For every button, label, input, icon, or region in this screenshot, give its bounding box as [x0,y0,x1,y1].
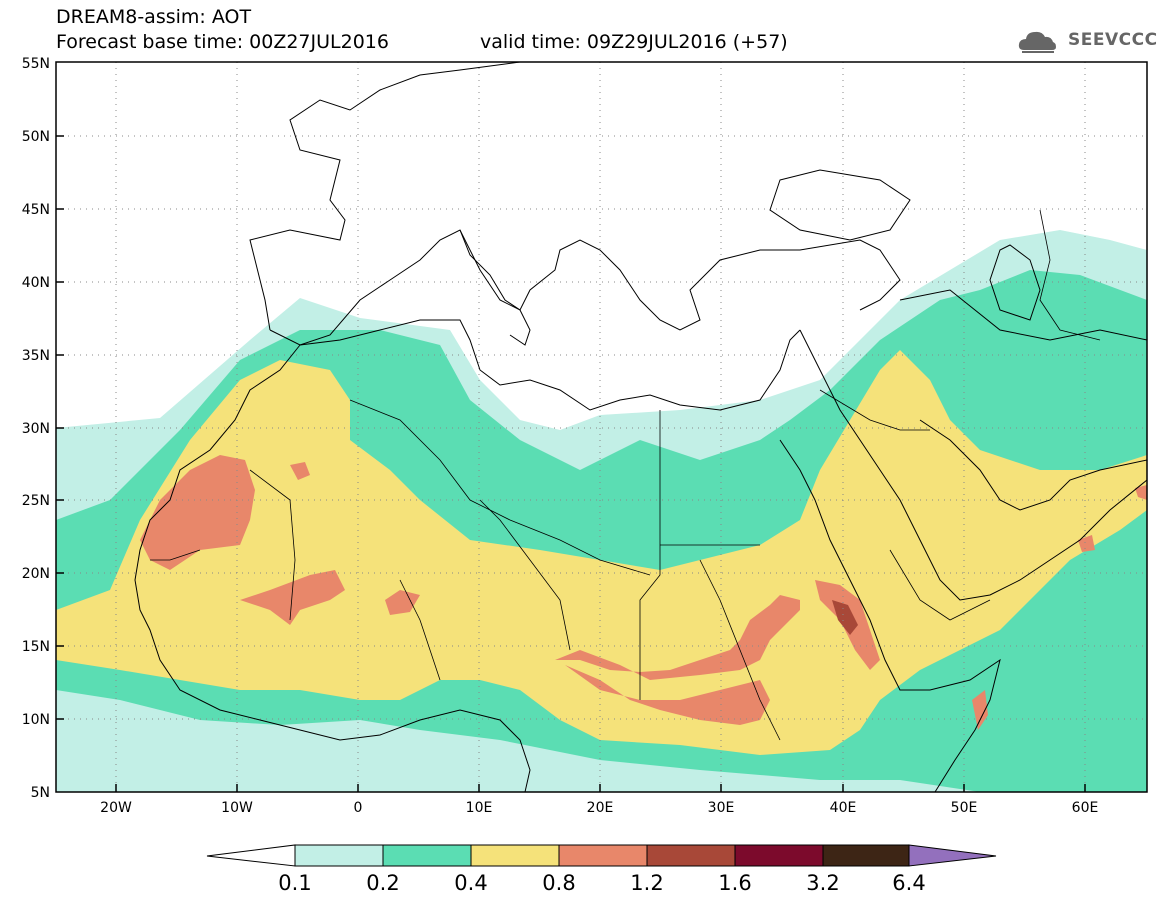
colorbar-segment [646,844,736,867]
lat-label: 35N [22,348,50,364]
lat-label: 30N [22,421,50,437]
map-frame [55,61,1148,793]
lat-label: 40N [22,275,50,291]
axis-ticks [56,135,1086,792]
colorbar-segment [294,844,384,867]
country-borders [150,209,1101,741]
lat-label: 50N [22,129,50,145]
colorbar-label: 0.1 [278,871,311,895]
lat-label: 15N [22,639,50,655]
lon-label: 20E [587,800,614,816]
lon-label: 20W [100,800,132,816]
lat-label: 55N [22,56,50,72]
lon-label: 10E [466,800,493,816]
lat-label: 5N [31,785,50,801]
lat-label: 10N [22,712,50,728]
lat-label: 45N [22,202,50,218]
lon-label: 40E [830,800,857,816]
lon-label: 10W [221,800,253,816]
map-title: DREAM8-assim: AOT [56,6,252,28]
colorbar-label: 1.6 [718,871,751,895]
colorbar-label: 6.4 [892,871,925,895]
colorbar-segment [382,844,472,867]
colorbar-labels: 0.1 0.2 0.4 0.8 1.2 1.6 3.2 6.4 [278,871,925,895]
lat-labels: 55N 50N 45N 40N 35N 30N 25N 20N 15N 10N … [22,56,50,801]
lat-label: 20N [22,566,50,582]
colorbar [206,844,997,867]
colorbar-segment [206,844,296,867]
colorbar-segment [734,844,824,867]
cloud-icon [1018,31,1056,53]
aot-contour-0.8 [140,455,1147,730]
colorbar-label: 0.4 [454,871,487,895]
lat-label: 25N [22,493,50,509]
lon-label: 30E [708,800,735,816]
valid-time: valid time: 09Z29JUL2016 (+57) [480,31,788,53]
lon-label: 60E [1072,800,1099,816]
logo-text: SEEVCCC [1068,30,1158,50]
lon-label: 50E [951,800,978,816]
colorbar-label: 3.2 [806,871,839,895]
colorbar-segment [558,844,648,867]
colorbar-segment [470,844,560,867]
aot-field [56,62,1147,792]
aot-contour-1.2 [832,600,858,635]
colorbar-label: 0.2 [366,871,399,895]
colorbar-segment [822,844,910,867]
forecast-base-time: Forecast base time: 00Z27JUL2016 [56,31,389,53]
coastlines [134,62,1147,792]
colorbar-segment [908,844,997,867]
lon-labels: 20W 10W 0 10E 20E 30E 40E 50E 60E [100,800,1098,816]
colorbar-label: 0.8 [542,871,575,895]
colorbar-label: 1.2 [630,871,663,895]
lon-label: 0 [354,800,363,816]
